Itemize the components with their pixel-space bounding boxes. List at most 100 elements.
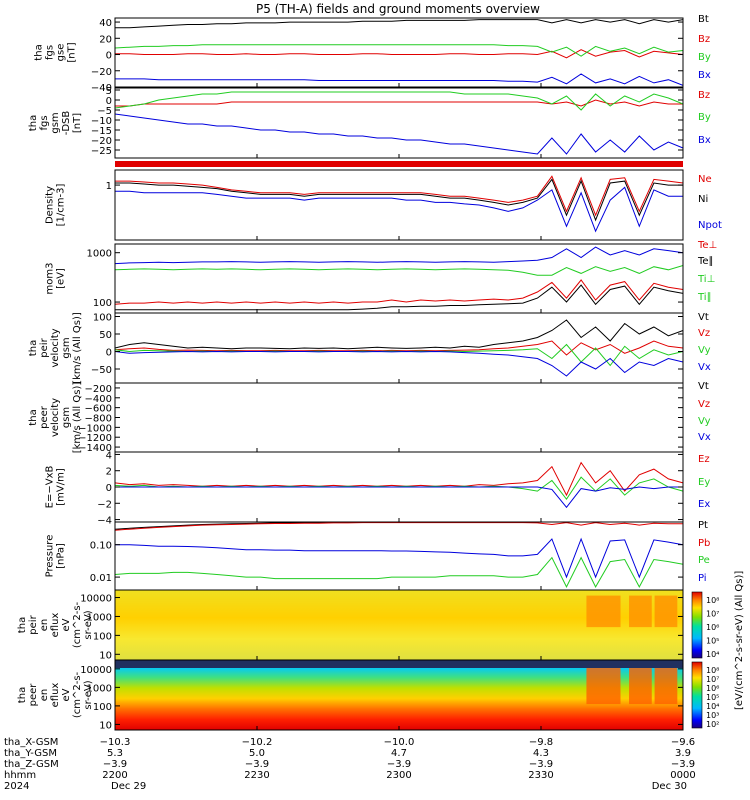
y-axis-label-line: peer: [39, 405, 50, 429]
x-tick-label-y: 5.3: [107, 748, 123, 759]
series-by-line: [114, 91, 684, 111]
series-pi-line: [115, 537, 684, 579]
y-tick-label: 10000: [80, 594, 112, 605]
y-axis-label-line: [mV/m]: [56, 468, 67, 506]
colorbar-tick-label: 10²: [706, 720, 719, 729]
y-axis-label-line: fgs: [45, 45, 56, 60]
y-axis-label-line: peer: [28, 683, 39, 707]
y-axis-label-line: (cm^2-s-: [72, 671, 83, 718]
y-gsm-label: tha_Y-GSM: [4, 748, 57, 759]
y-axis-label-line: tha: [28, 115, 39, 131]
x-tick-label-date: Dec 30: [652, 781, 687, 792]
colorbar-tick-label: 10⁸: [706, 596, 719, 605]
y-axis-label: tha peer velocity gsm [km/s (All Qs)]: [28, 382, 83, 454]
colorbar-tick-label: 10⁵: [706, 637, 719, 646]
y-axis-label-line: [eV]: [56, 268, 67, 289]
y-tick-label: −20: [91, 67, 112, 78]
series-bx-line: [114, 113, 684, 155]
legend-entry: By: [698, 52, 711, 63]
y-tick-label: −800: [85, 414, 112, 425]
y-tick-label: 100: [93, 631, 112, 642]
legend-entry: Pb: [698, 538, 710, 549]
x-tick-label-hhmm: 2330: [528, 770, 553, 781]
series-bt-line: [115, 19, 684, 29]
y-axis-label: tha peer en eflux eV (cm^2-s-sr-eV): [17, 671, 94, 718]
y-tick-label: 0.01: [90, 573, 112, 584]
y-tick-label: −1200: [78, 433, 112, 444]
y-axis-label-line: peir: [39, 337, 50, 357]
y-axis-label-line: (cm^2-s-: [72, 601, 83, 648]
z-gsm-label: tha_Z-GSM: [4, 759, 59, 770]
y-tick-label: 10: [99, 720, 112, 731]
y-tick-label: 50: [99, 330, 112, 341]
y-tick-label: −15: [91, 126, 112, 137]
panel-2: Bz By Bx 50−5−10−15−20−25 tha fgs gsm -DSB [nT]: [28, 86, 711, 159]
y-axis-label-line: tha: [28, 340, 39, 356]
y-tick-label: −50: [91, 365, 112, 376]
y-axis-label-line: gse: [56, 44, 67, 62]
panel-1: Bt Bz By Bx 40 20 0 −20 −40 tha fgs gse [nT]: [34, 14, 711, 94]
colorbar-tick-label: 10⁴: [706, 650, 719, 659]
y-axis-label-line: mom3: [45, 263, 56, 295]
y-axis-label-line: tha: [34, 44, 45, 60]
y-axis-label-line: eflux: [50, 683, 61, 708]
y-axis-label-line: tha: [17, 687, 28, 703]
y-tick-label: 2: [106, 467, 112, 478]
x-tick-label-x: −10.2: [242, 737, 273, 748]
y-tick-label: −5: [97, 106, 112, 117]
panel-frame: [114, 169, 684, 241]
status-band: [115, 161, 683, 167]
panel-3: Ne Ni Npot 1 Density [1/cm-3]: [45, 169, 722, 241]
x-tick-label-x: −9.8: [529, 737, 553, 748]
y-axis-label-line: sr-eV): [83, 610, 94, 639]
x-tick-label-z: −3.9: [103, 759, 127, 770]
legend-entry: Ey: [698, 477, 710, 488]
y-tick-label: 0.10: [90, 541, 112, 552]
x-tick-label-hhmm: 2200: [102, 770, 127, 781]
spectrogram-burst: [586, 665, 621, 705]
y-axis-label-line: -DSB: [61, 111, 72, 136]
legend-entry: Ni: [698, 194, 708, 205]
y-axis-label-line: Density: [45, 186, 56, 224]
y-axis-label: tha fgs gsm -DSB [nT]: [28, 111, 83, 136]
x-tick-label-z: −3.9: [245, 759, 269, 770]
y-axis-label-line: tha: [17, 617, 28, 633]
y-tick-label: 100: [93, 313, 112, 324]
x-tick-label-y: 4.7: [391, 748, 407, 759]
x-tick-label-y: 5.0: [249, 748, 265, 759]
y-tick-label: 20: [99, 34, 112, 45]
hhmm-label: hhmm: [4, 770, 36, 781]
y-tick-label: −400: [85, 394, 112, 405]
series-bz-line: [115, 49, 684, 59]
series-ez-line: [114, 461, 684, 497]
legend-entry: Pi: [698, 573, 707, 584]
legend-entry: Bx: [698, 135, 711, 146]
panel-9: 10⁸ 10⁷ 10⁶ 10⁵ 10⁴ 10000 1000 100 10 tha peir en ef…: [17, 589, 719, 661]
y-axis-label-line: [km/s (All Qs)]: [72, 382, 83, 454]
y-axis-label-line: sr-eV): [83, 680, 94, 709]
series-te-line: [115, 284, 684, 311]
panel-frame: [114, 17, 684, 88]
legend-entry: By: [698, 112, 711, 123]
x-tick-label-x: −10.0: [384, 737, 415, 748]
spectrogram-burst: [586, 595, 621, 628]
y-axis-label-line: gsm: [61, 337, 72, 358]
legend-entry: Vz: [698, 399, 710, 410]
colorbar-tick-label: 10⁸: [706, 666, 719, 675]
colorbar-tick-label: 10⁷: [706, 610, 719, 619]
x-tick-label-hhmm: 2230: [244, 770, 269, 781]
y-axis-label-line: peir: [28, 614, 39, 634]
y-axis-label: mom3 [eV]: [45, 263, 67, 295]
y-tick-label: −40: [91, 83, 112, 94]
y-tick-label: 10: [99, 650, 112, 661]
legend-entry: Vy: [698, 345, 711, 356]
series-vt-line: [114, 319, 684, 350]
y-tick-label: 10000: [80, 665, 112, 676]
y-axis-label-line: [km/s (All Qs)]: [72, 312, 83, 384]
x-tick-label-z: −3.9: [671, 759, 695, 770]
series-bx-line: [115, 73, 684, 86]
y-axis-label: E=−VxB [mV/m]: [45, 466, 67, 509]
y-tick-label: −200: [85, 384, 112, 395]
